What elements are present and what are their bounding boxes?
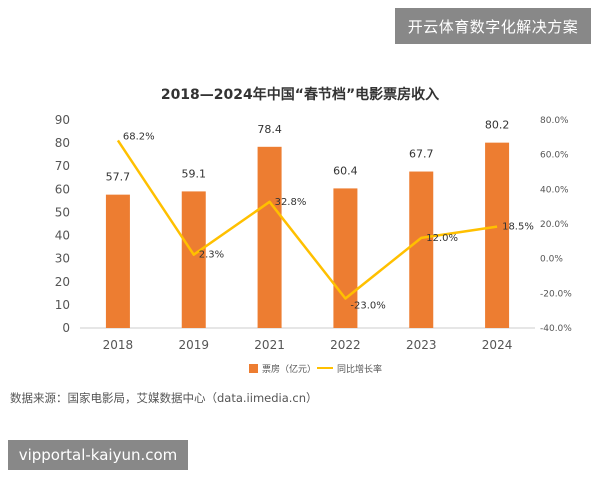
x-tick-label: 2021 [254, 338, 285, 352]
line-value-label: 12.0% [426, 233, 458, 244]
bar-value-label: 78.4 [257, 123, 282, 136]
y-tick-label: 70 [55, 159, 70, 173]
line-value-label: -23.0% [350, 301, 385, 312]
x-tick-label: 2024 [482, 338, 513, 352]
bar [485, 142, 510, 328]
x-tick-label: 2018 [103, 338, 134, 352]
bar [181, 191, 206, 328]
y2-tick-label: 20.0% [540, 220, 569, 230]
bar [257, 146, 282, 328]
y2-tick-label: -20.0% [540, 289, 572, 299]
y-tick-label: 80 [55, 136, 70, 150]
watermark-banner-bottom: vipportal-kaiyun.com [8, 440, 188, 470]
bar-value-label: 60.4 [333, 164, 358, 177]
bar [105, 194, 130, 328]
y-tick-label: 20 [55, 275, 70, 289]
legend-bar-swatch [249, 364, 258, 373]
line-value-label: 2.3% [199, 250, 224, 261]
x-tick-label: 2022 [330, 338, 361, 352]
y-tick-label: 50 [55, 205, 70, 219]
y2-tick-label: -40.0% [540, 324, 572, 334]
chart-title: 2018—2024年中国“春节档”电影票房收入 [160, 87, 440, 103]
bar-value-label: 80.2 [485, 119, 510, 132]
bar [409, 171, 434, 328]
growth-rate-line [116, 139, 498, 300]
data-source-note: 数据来源：国家电影局，艾媒数据中心（data.iimedia.cn） [10, 391, 318, 405]
x-tick-label: 2019 [178, 338, 209, 352]
bar [333, 188, 358, 328]
y-tick-label: 30 [55, 252, 70, 266]
line-value-label: 32.8% [275, 197, 307, 208]
watermark-banner-top: 开云体育数字化解决方案 [395, 8, 591, 44]
line-value-label: 68.2% [123, 131, 155, 142]
x-tick-label: 2023 [406, 338, 437, 352]
y2-tick-label: 60.0% [540, 151, 569, 161]
y-tick-label: 0 [62, 321, 70, 335]
legend-line-label: 同比增长率 [337, 363, 382, 375]
bar-value-label: 57.7 [106, 171, 131, 184]
y2-tick-label: 80.0% [540, 116, 569, 126]
line-value-label: 18.5% [502, 222, 534, 233]
bar-value-label: 59.1 [182, 167, 207, 180]
y2-tick-label: 0.0% [540, 255, 563, 265]
y-tick-label: 90 [55, 113, 70, 127]
legend-bar-label: 票房（亿元） [262, 363, 316, 375]
y-tick-label: 40 [55, 229, 70, 243]
y-tick-label: 10 [55, 298, 70, 312]
bar-value-label: 67.7 [409, 148, 434, 161]
y-tick-label: 60 [55, 182, 70, 196]
y2-tick-label: 40.0% [540, 185, 569, 195]
